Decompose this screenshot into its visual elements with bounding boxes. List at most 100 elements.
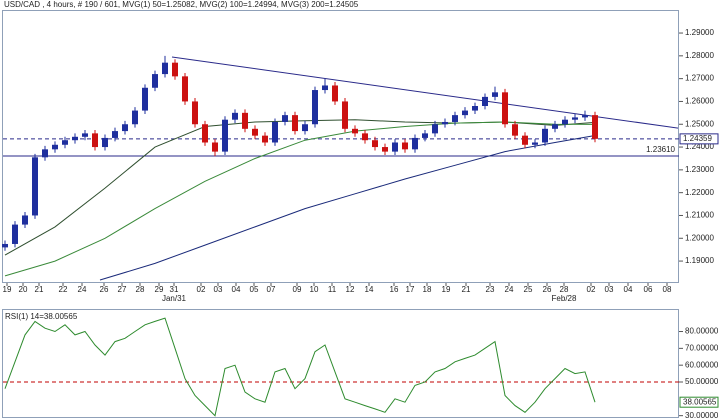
candle-body (542, 128, 548, 143)
candle-body (62, 140, 68, 145)
candle-body (262, 135, 268, 143)
candle-body (332, 85, 338, 102)
candle-body (82, 133, 88, 137)
candle-body (232, 112, 238, 120)
y-tick-label: 1.19000 (685, 256, 714, 265)
x-tick-label: 04 (624, 285, 633, 294)
candle-body (12, 224, 18, 244)
y-tick-label: 30.00000 (685, 411, 719, 419)
candle-body (292, 115, 298, 132)
x-tick-label: 18 (423, 285, 432, 294)
x-tick-label: 12 (346, 285, 355, 294)
y-tick-label: 1.28000 (685, 51, 714, 60)
rsi-pane-frame (2, 309, 679, 418)
chart-title: RSI(1) 14=38.00565 (5, 312, 78, 321)
y-tick-label: 70.00000 (685, 343, 719, 352)
candle-body (192, 101, 198, 125)
y-tick-label: 1.23000 (685, 165, 714, 174)
candle-body (532, 142, 538, 145)
y-tick-label: 1.26000 (685, 97, 714, 106)
y-tick-label: 1.27000 (685, 74, 714, 83)
y-tick-label: 1.29000 (685, 28, 714, 37)
x-tick-label: 19 (3, 285, 12, 294)
candle-body (302, 124, 308, 132)
candle-body (312, 90, 318, 125)
candle-body (32, 157, 38, 216)
y-tick-label: 80.00000 (685, 327, 719, 336)
candle-body (92, 133, 98, 148)
candle-body (72, 136, 78, 141)
candle-body (392, 142, 398, 152)
candle-body (492, 92, 498, 97)
x-tick-label: 28 (136, 285, 145, 294)
x-tick-label: 23 (486, 285, 495, 294)
candle-body (52, 144, 58, 150)
candle-body (122, 124, 128, 132)
value-label: 38.00565 (683, 397, 717, 406)
candle-body (342, 101, 348, 129)
candle-body (362, 133, 368, 141)
candle-body (512, 124, 518, 136)
level-label: 1.23610 (646, 145, 675, 154)
candle-body (322, 85, 328, 91)
candle-body (282, 115, 288, 122)
candle-body (462, 110, 468, 116)
candle-body (452, 115, 458, 122)
candle-body (172, 62, 178, 77)
main-pane-frame (2, 10, 679, 283)
value-label-box (679, 396, 719, 408)
candle-body (222, 119, 228, 152)
candle-body (472, 106, 478, 111)
rsi-line (4, 317, 596, 417)
candle-body (2, 243, 8, 248)
x-tick-label: 05 (250, 285, 259, 294)
x-tick-label: 26 (543, 285, 552, 294)
price-label-box (679, 133, 719, 145)
price-label: 1.24359 (683, 134, 712, 143)
x-tick-label: 08 (663, 285, 672, 294)
x-tick-label: 19 (442, 285, 451, 294)
x-tick-label: 03 (605, 285, 614, 294)
candle-body (242, 112, 248, 129)
x-tick-label: 24 (78, 285, 87, 294)
x-tick-label: 22 (59, 285, 68, 294)
x-tick-label: 24 (505, 285, 514, 294)
x-sublabel: Jan/31 (162, 294, 187, 303)
x-tick-label: 04 (232, 285, 241, 294)
x-tick-label: 10 (310, 285, 319, 294)
candle-body (552, 124, 558, 129)
candle-body (202, 124, 208, 143)
y-tick-label: 50.00000 (685, 377, 719, 386)
y-tick-label: 1.25000 (685, 119, 714, 128)
y-tick-label: 1.21000 (685, 211, 714, 220)
x-tick-label: 25 (524, 285, 533, 294)
y-tick-label: 60.00000 (685, 360, 719, 369)
candle-body (572, 117, 578, 120)
x-tick-label: 31 (170, 285, 179, 294)
candle-body (112, 131, 118, 138)
x-tick-label: 21 (462, 285, 471, 294)
x-tick-label: 03 (214, 285, 223, 294)
x-tick-label: 16 (390, 285, 399, 294)
x-tick-label: 17 (406, 285, 415, 294)
x-tick-label: 14 (365, 285, 374, 294)
candle-body (152, 74, 158, 88)
candle-body (432, 124, 438, 134)
x-tick-label: 09 (293, 285, 302, 294)
candle-body (582, 115, 588, 118)
candle-body (212, 142, 218, 152)
y-tick-label: 1.24000 (685, 142, 714, 151)
x-tick-label: 21 (35, 285, 44, 294)
x-tick-label: 28 (560, 285, 569, 294)
candle-body (482, 96, 488, 107)
x-tick-label: 27 (118, 285, 127, 294)
candle-body (442, 121, 448, 125)
x-tick-label: 02 (197, 285, 206, 294)
candle-body (162, 62, 168, 75)
candle-body (372, 140, 378, 148)
candle-body (422, 133, 428, 138)
x-tick-label: 02 (587, 285, 596, 294)
